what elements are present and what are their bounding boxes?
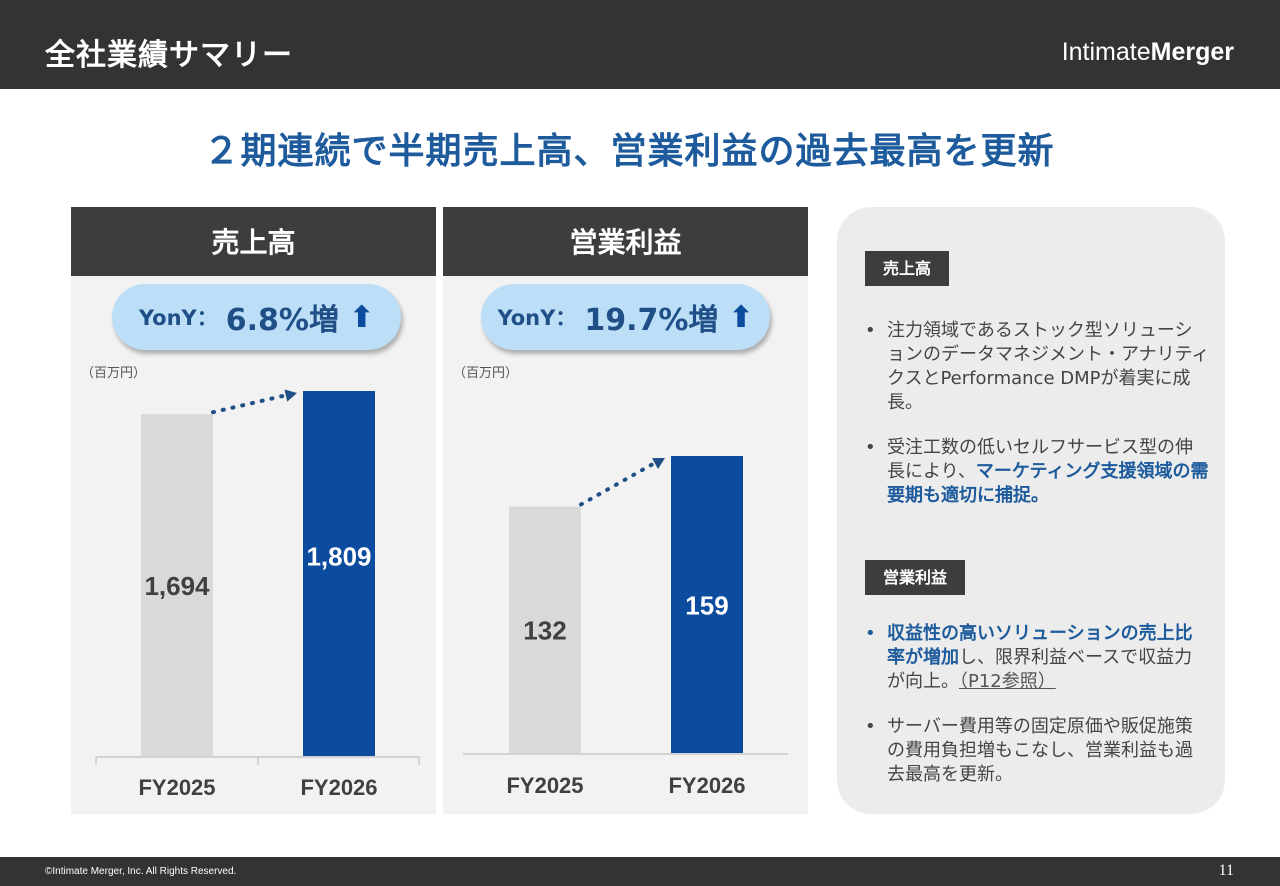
profit-yoy-label: YonY： — [497, 306, 577, 330]
category-label: FY2025 — [138, 775, 215, 800]
bar-fy2026 — [671, 456, 743, 753]
sales-heading: 売上高 — [71, 207, 436, 276]
footer: ©Intimate Merger, Inc. All Rights Reserv… — [0, 857, 1280, 886]
sales-chart: 1,694 FY2025 1,809 FY2026 — [95, 389, 420, 800]
sales-bullet-1: 注力領域であるストック型ソリューションのデータマネジメント・アナリティクスとPe… — [865, 319, 1210, 415]
sales-bullet-2-highlight: マーケティング支援領域の需要期も適切に捕捉。 — [887, 461, 1209, 506]
page-number: 11 — [1218, 862, 1234, 879]
profit-yoy-badge: YonY： 19.7%増 ⬆ — [481, 284, 770, 350]
profit-panel: 営業利益 YonY： 19.7%増 ⬆ （百万円） 132 FY2025 159 FY… — [443, 207, 808, 814]
bar-fy2025 — [141, 414, 213, 756]
bar-value-label: 1,809 — [306, 542, 371, 572]
profit-tag: 営業利益 — [865, 560, 966, 595]
sales-yoy-badge: YonY： 6.8%増 ⬆ — [112, 284, 401, 350]
profit-bullet-2: サーバー費用等の固定原価や販促施策の費用負担増もこなし、営業利益も過去最高を更新… — [865, 715, 1210, 787]
page-title: 全社業績サマリー — [45, 38, 293, 73]
bar-value-label: 159 — [685, 591, 728, 621]
growth-dotted-line — [579, 459, 659, 507]
sales-tag: 売上高 — [865, 251, 950, 286]
bar-fy2025 — [509, 506, 581, 753]
header: 全社業績サマリー IntimateMerger — [0, 0, 1280, 89]
profit-bullet-1: 収益性の高いソリューションの売上比率が増加し、限界利益ベースで収益力が向上。（P… — [865, 622, 1210, 694]
bar-value-label: 132 — [523, 616, 566, 646]
arrow-up-icon: ⬆ — [348, 299, 375, 335]
profit-yoy-value: 19.7%増 — [584, 303, 719, 338]
headline: ２期連続で半期売上高、営業利益の過去最高を更新 — [203, 131, 1055, 172]
company-logo: IntimateMerger — [1062, 38, 1234, 67]
profit-heading: 営業利益 — [443, 207, 808, 276]
category-label: FY2026 — [668, 773, 745, 798]
copyright: ©Intimate Merger, Inc. All Rights Reserv… — [45, 866, 237, 877]
growth-dotted-line — [211, 392, 291, 415]
page-reference-link[interactable]: （P12参照） — [959, 671, 1056, 692]
logo-light: Intimate — [1061, 38, 1151, 66]
profit-bullet-1-text: し、限界利益ベースで収益力が向上。 — [887, 647, 1193, 692]
commentary-panel: 売上高 注力領域であるストック型ソリューションのデータマネジメント・アナリティク… — [837, 207, 1225, 814]
profit-chart: 132 FY2025 159 FY2026 — [463, 456, 788, 798]
sales-yoy-value: 6.8%増 — [225, 303, 339, 338]
sales-yoy-label: YonY： — [138, 306, 218, 330]
category-label: FY2026 — [300, 775, 377, 800]
sales-bullet-2: 受注工数の低いセルフサービス型の伸長により、マーケティング支援領域の需要期も適切… — [865, 436, 1210, 508]
arrow-up-icon: ⬆ — [728, 299, 754, 335]
growth-arrowhead — [284, 389, 297, 402]
sales-unit-label: （百万円） — [81, 366, 147, 381]
profit-unit-label: （百万円） — [453, 366, 519, 381]
logo-bold: Merger — [1150, 38, 1234, 66]
category-label: FY2025 — [506, 773, 583, 798]
bar-fy2026 — [303, 391, 375, 756]
profit-bullet-1-highlight: 収益性の高いソリューションの売上比率が増加 — [887, 623, 1193, 668]
sales-panel: 売上高 YonY： 6.8%増 ⬆ （百万円） 1,694 FY2025 1,809… — [71, 207, 436, 814]
sales-bullet-2-text: 受注工数の低いセルフサービス型の伸長により、 — [887, 437, 1193, 482]
bar-value-label: 1,694 — [144, 571, 210, 601]
growth-arrowhead — [652, 458, 665, 469]
